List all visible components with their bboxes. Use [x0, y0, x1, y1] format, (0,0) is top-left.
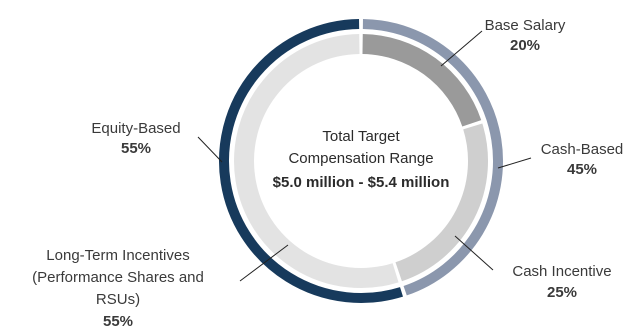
label-cash-incentive: Cash Incentive 25%	[512, 263, 611, 301]
equity-based-label: Equity-Based	[91, 120, 180, 137]
center-line-2: Compensation Range	[288, 150, 433, 167]
leader-lines	[197, 30, 532, 282]
base-salary-label: Base Salary	[485, 17, 566, 34]
lti-label-line-3: RSUs)	[96, 291, 140, 308]
outer-slice-equity-based	[219, 19, 403, 303]
lti-label-line-2: (Performance Shares and	[32, 269, 204, 286]
outer-slice-cash-based	[362, 19, 503, 296]
cash-based-label: Cash-Based	[541, 141, 624, 158]
inner-slice-cash-incentive	[395, 123, 488, 282]
center-line-1: Total Target	[322, 128, 400, 145]
leader-lti	[239, 244, 289, 282]
label-long-term-incentives: Long-Term Incentives (Performance Shares…	[32, 247, 204, 330]
leader-equity-based	[197, 136, 223, 163]
lti-value: 55%	[103, 313, 133, 330]
base-salary-value: 20%	[510, 37, 540, 54]
leader-cash-incentive	[454, 235, 494, 271]
cash-based-value: 45%	[567, 161, 597, 178]
donut-rings	[219, 19, 503, 303]
center-label: Total Target Compensation Range $5.0 mil…	[273, 128, 450, 191]
label-base-salary: Base Salary 20%	[485, 17, 566, 54]
center-line-3: $5.0 million - $5.4 million	[273, 174, 450, 191]
label-equity-based: Equity-Based 55%	[91, 120, 180, 157]
leader-base-salary	[440, 30, 483, 67]
lti-label-line-1: Long-Term Incentives	[46, 247, 189, 264]
label-cash-based: Cash-Based 45%	[541, 141, 624, 178]
cash-incentive-value: 25%	[547, 284, 577, 301]
inner-slice-lti	[234, 34, 399, 288]
leader-cash-based	[497, 157, 532, 169]
equity-based-value: 55%	[121, 140, 151, 157]
cash-incentive-label: Cash Incentive	[512, 263, 611, 280]
inner-slice-base-salary	[362, 34, 482, 127]
